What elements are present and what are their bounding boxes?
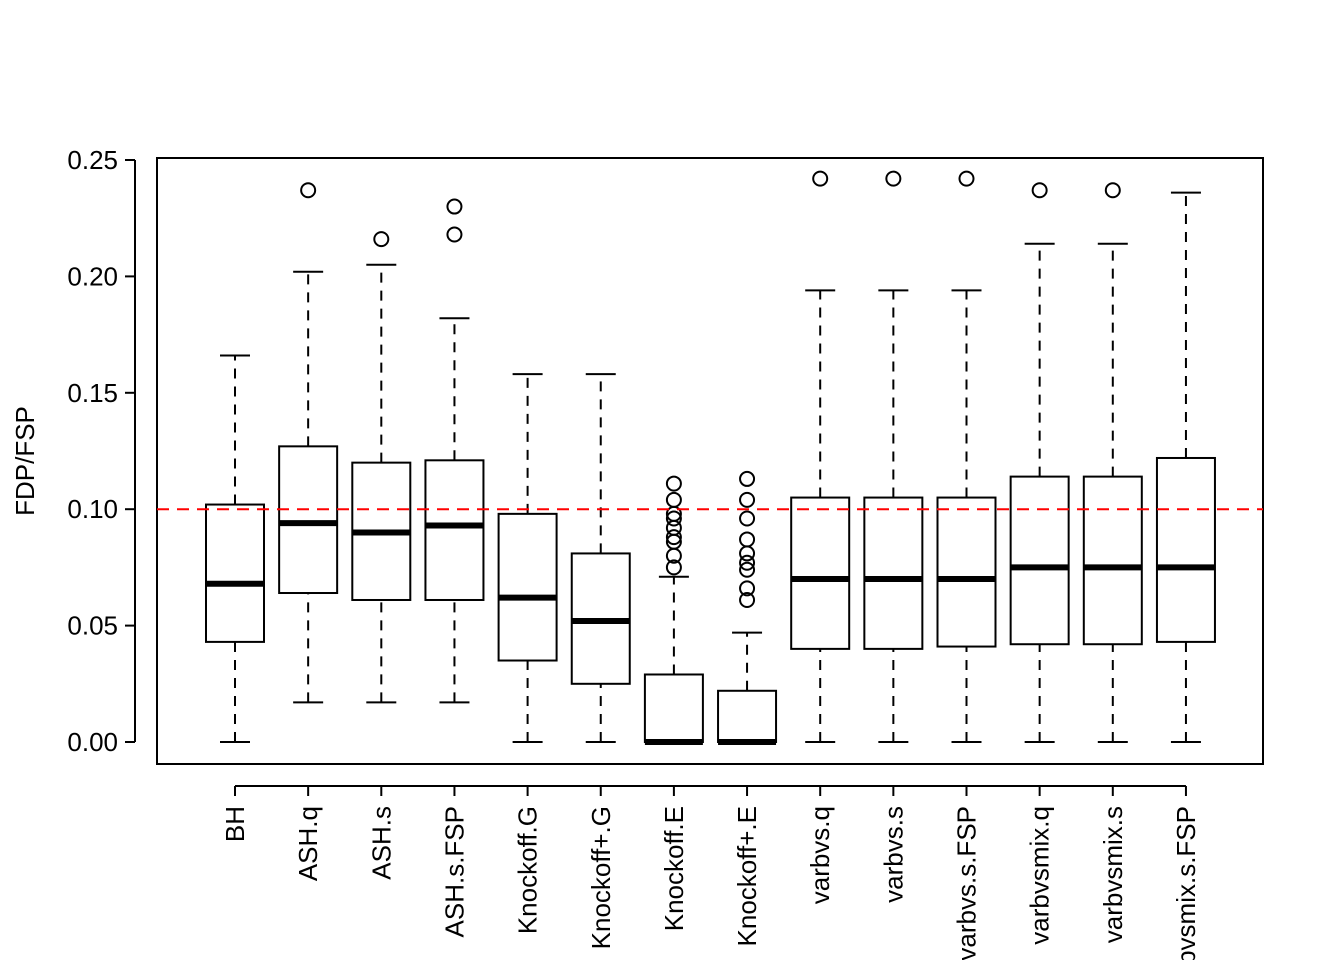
outlier-point <box>300 182 317 199</box>
outlier-point <box>665 475 682 492</box>
x-tick-label: varbvs.s.FSP <box>952 806 982 960</box>
x-tick-label: Knockoff+.G <box>586 806 616 949</box>
y-tick-label: 0.00 <box>67 727 118 757</box>
x-tick-label: Knockoff+.E <box>732 806 762 946</box>
box-ASH.q <box>278 182 339 704</box>
outlier-point <box>739 545 756 562</box>
y-tick-label: 0.20 <box>67 261 118 291</box>
x-tick-label: varbvsmix.s.FSP <box>1171 806 1201 960</box>
y-tick-label: 0.25 <box>67 145 118 175</box>
boxes-layer <box>205 170 1216 745</box>
x-tick-label: Knockoff.G <box>513 806 543 934</box>
box-varbvs.s.FSP <box>936 170 997 743</box>
box-varbvsmix.s <box>1082 182 1143 743</box>
box-ASH.s <box>351 231 412 704</box>
outlier-point <box>739 510 756 527</box>
box-Knockoff+.G <box>570 373 631 743</box>
outlier-point <box>665 510 682 527</box>
iqr-box <box>643 673 704 743</box>
iqr-box <box>1082 475 1143 646</box>
iqr-box <box>205 503 265 643</box>
box-varbvs.s <box>863 170 924 743</box>
outlier-point <box>665 529 682 546</box>
plot-area-frame <box>156 157 1264 765</box>
box-varbvsmix.q <box>1009 182 1070 743</box>
x-tick-label: ASH.s <box>366 806 396 880</box>
outlier-point <box>1031 182 1048 199</box>
iqr-box <box>863 496 924 650</box>
y-tick-label: 0.10 <box>67 494 118 524</box>
iqr-box <box>790 496 851 650</box>
box-Knockoff.G <box>497 373 558 743</box>
iqr-box <box>497 512 558 662</box>
outlier-point <box>665 491 682 508</box>
box-varbvs.q <box>790 170 851 743</box>
outlier-point <box>958 170 975 187</box>
x-tick-label: varbvs.q <box>805 806 835 904</box>
outlier-point <box>812 170 829 187</box>
iqr-box <box>936 496 997 648</box>
iqr-box <box>1155 456 1216 643</box>
outlier-point <box>665 559 682 576</box>
outlier-point <box>739 491 756 508</box>
x-tick-label: varbvs.s <box>878 806 908 903</box>
outlier-point <box>739 531 756 548</box>
y-tick-label: 0.05 <box>67 611 118 641</box>
outlier-point <box>373 231 390 248</box>
x-tick-label: ASH.q <box>293 806 323 881</box>
iqr-box <box>717 689 778 743</box>
y-axis-title: FDP/FSP <box>10 406 40 516</box>
box-Knockoff+.E <box>717 470 778 745</box>
x-axis: BH ASH.q ASH.s ASH.s.FSP Knockoff.G Knockoff+… <box>220 785 1201 960</box>
x-tick-label: BH <box>220 806 250 842</box>
box-BH <box>205 354 265 743</box>
x-tick-label: ASH.s.FSP <box>439 806 469 937</box>
outlier-point <box>739 591 756 608</box>
outlier-point <box>739 470 756 487</box>
iqr-box <box>1009 475 1070 646</box>
y-tick-label: 0.15 <box>67 378 118 408</box>
outlier-point <box>1104 182 1121 199</box>
x-tick-label: varbvsmix.s <box>1098 806 1128 943</box>
outlier-point <box>739 580 756 597</box>
iqr-box <box>424 459 485 601</box>
x-tick-label: varbvsmix.q <box>1025 806 1055 945</box>
outlier-point <box>446 226 463 243</box>
outlier-point <box>739 554 756 571</box>
outlier-point <box>446 198 463 215</box>
box-ASH.s.FSP <box>424 198 485 704</box>
box-varbvsmix.s.FSP <box>1155 191 1216 743</box>
outlier-point <box>885 170 902 187</box>
outlier-point <box>739 561 756 578</box>
box-Knockoff.E <box>643 475 704 745</box>
y-axis: 0.00 0.05 0.10 0.15 0.20 0.25 <box>67 145 136 757</box>
iqr-box <box>278 445 339 595</box>
x-tick-label: Knockoff.E <box>659 806 689 931</box>
